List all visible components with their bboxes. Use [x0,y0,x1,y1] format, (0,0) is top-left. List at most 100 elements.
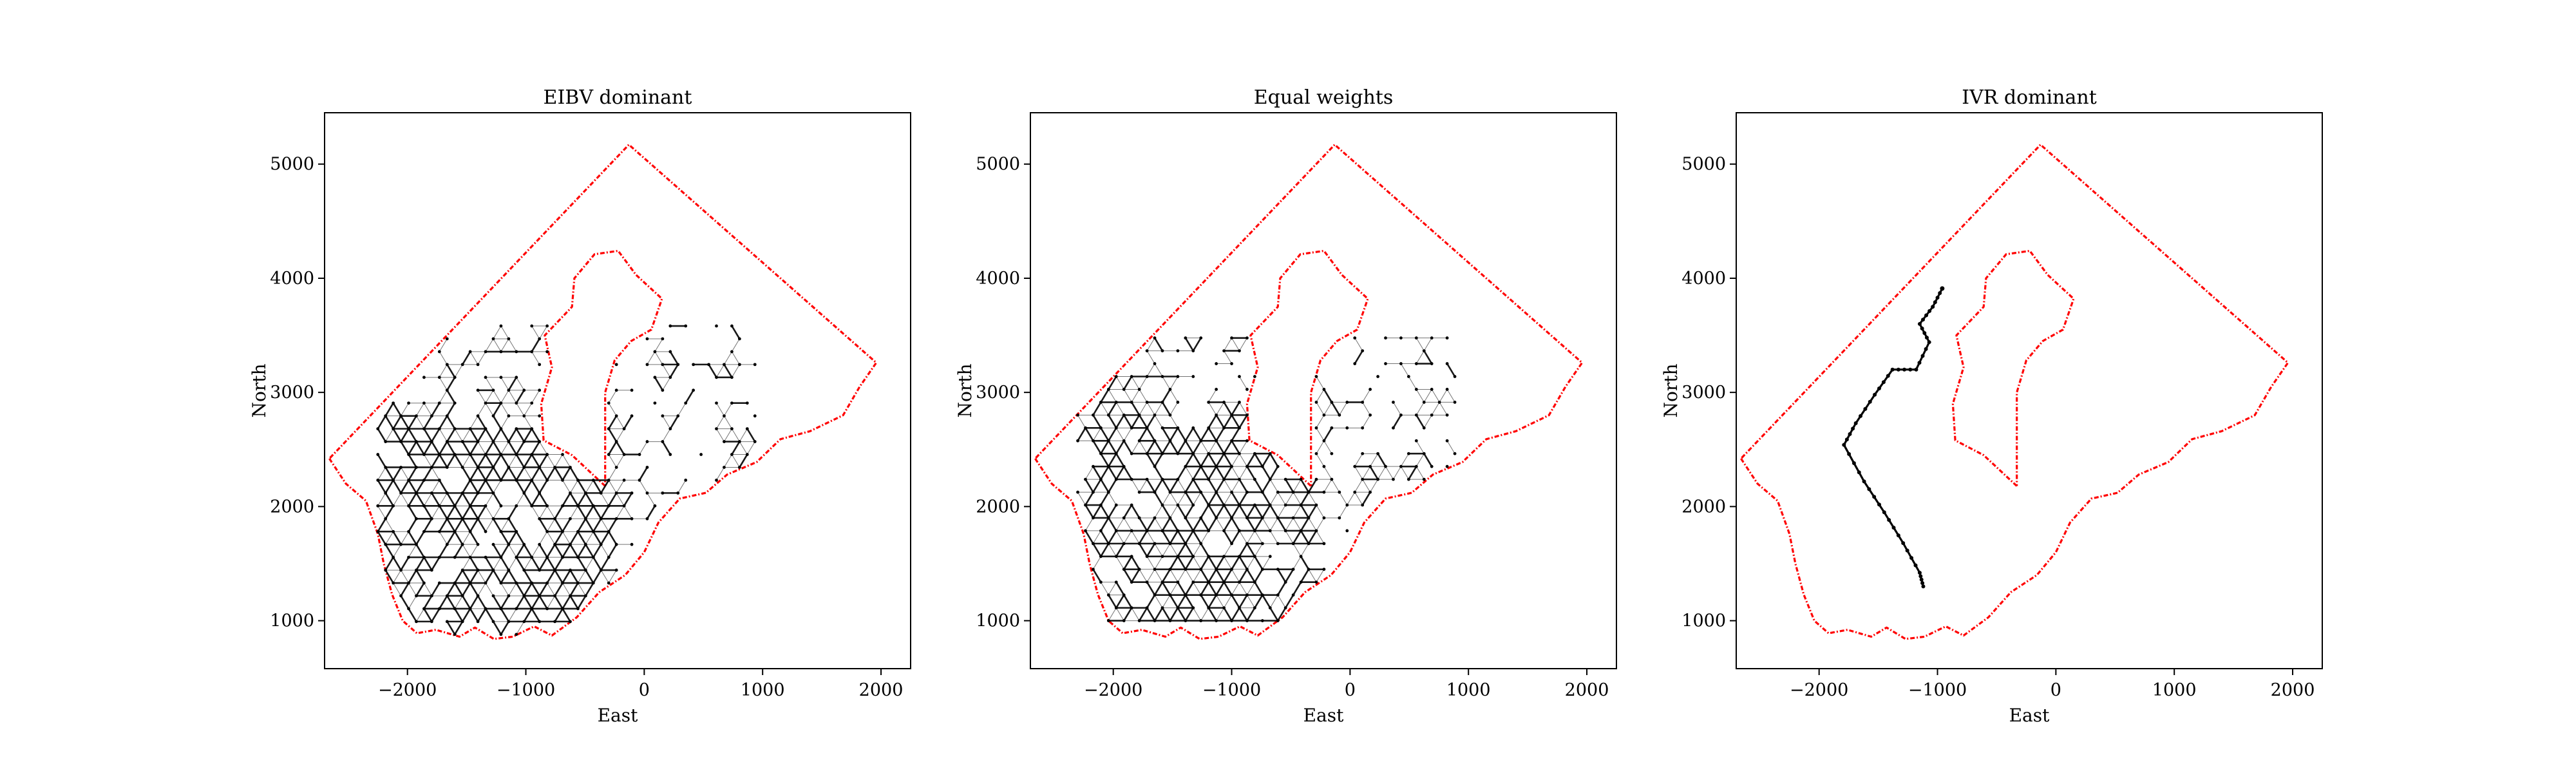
path-point [1160,349,1164,353]
path-point [737,440,741,443]
path-point [507,568,511,572]
path-point [445,440,449,443]
path-segment [538,518,548,532]
path-segment [1369,466,1379,480]
path-point [515,453,518,456]
path-segment [1170,569,1179,582]
path-segment [1254,556,1264,570]
path-segment [616,415,625,429]
path-segment [1215,414,1225,428]
path-segment [1169,440,1179,454]
path-segment [1307,504,1318,519]
path-point [1114,452,1118,455]
path-point [499,504,503,508]
path-point [561,581,564,585]
path-point [515,530,518,533]
path-point [545,555,549,559]
path-point [1238,503,1241,507]
path-segment [1224,543,1232,557]
path-point [1153,593,1157,597]
path-point [1268,452,1272,455]
path-segment [577,582,586,596]
path-segment [1238,479,1248,493]
path-point [430,466,433,469]
path-point [1862,479,1866,484]
path-point [1184,568,1188,571]
path-point [553,594,556,598]
path-point [515,555,518,559]
path-segment [1300,530,1310,544]
path-point [1176,426,1180,430]
path-point [1160,529,1164,533]
path-point [1322,388,1326,391]
path-segment [531,582,540,596]
path-segment [1200,466,1209,480]
path-segment [385,531,394,545]
path-segment [1161,530,1171,544]
path-segment [1108,414,1117,428]
path-segment [531,338,540,352]
path-point [1376,477,1379,481]
path-point [507,414,511,418]
path-segment [1108,453,1117,467]
path-point [538,363,542,367]
path-segment [408,531,417,545]
path-segment [485,403,494,416]
path-segment [508,454,517,468]
path-segment [585,480,594,493]
path-segment [1269,466,1279,480]
path-point [561,607,564,611]
path-segment [515,557,525,571]
path-segment [454,544,464,558]
path-segment [1208,427,1217,441]
path-point [1145,580,1149,584]
path-point [1399,362,1403,365]
path-point [1445,336,1449,340]
path-segment [1308,491,1317,506]
path-point [1099,580,1103,584]
path-segment [1208,556,1217,570]
path-point [1345,503,1349,507]
path-point [1114,580,1118,584]
path-point [1445,362,1449,365]
path-segment [1316,441,1325,454]
path-segment [477,582,486,596]
path-point [445,337,449,341]
path-segment [1238,595,1248,609]
path-point [583,491,587,495]
path-point [1307,490,1311,494]
x-tick-label: −2000 [378,680,437,700]
path-point [1260,542,1264,546]
path-point [1215,619,1218,622]
path-point [1238,555,1241,558]
path-point [1921,318,1926,322]
path-segment [1169,607,1179,622]
path-segment [1362,402,1371,415]
path-segment [1200,491,1209,506]
path-segment [1200,427,1209,441]
path-segment [554,531,564,545]
path-point [1160,452,1164,455]
path-point [1199,516,1203,520]
path-segment [592,479,602,494]
path-point [645,466,649,469]
path-point [569,542,572,546]
path-segment [569,582,579,596]
path-point [392,581,395,585]
path-segment [1131,414,1141,428]
path-segment [724,415,732,429]
path-point [1191,503,1195,507]
path-point [1368,413,1372,417]
path-segment [638,466,649,481]
path-segment [454,492,464,506]
path-segment [600,544,609,558]
path-segment [1146,607,1156,622]
path-segment [539,441,548,455]
path-segment [1146,556,1155,570]
path-segment [1285,479,1294,493]
path-segment [538,453,548,468]
path-point [1099,452,1103,455]
path-segment [1146,440,1156,454]
path-segment [423,454,432,468]
path-segment [1239,338,1247,351]
